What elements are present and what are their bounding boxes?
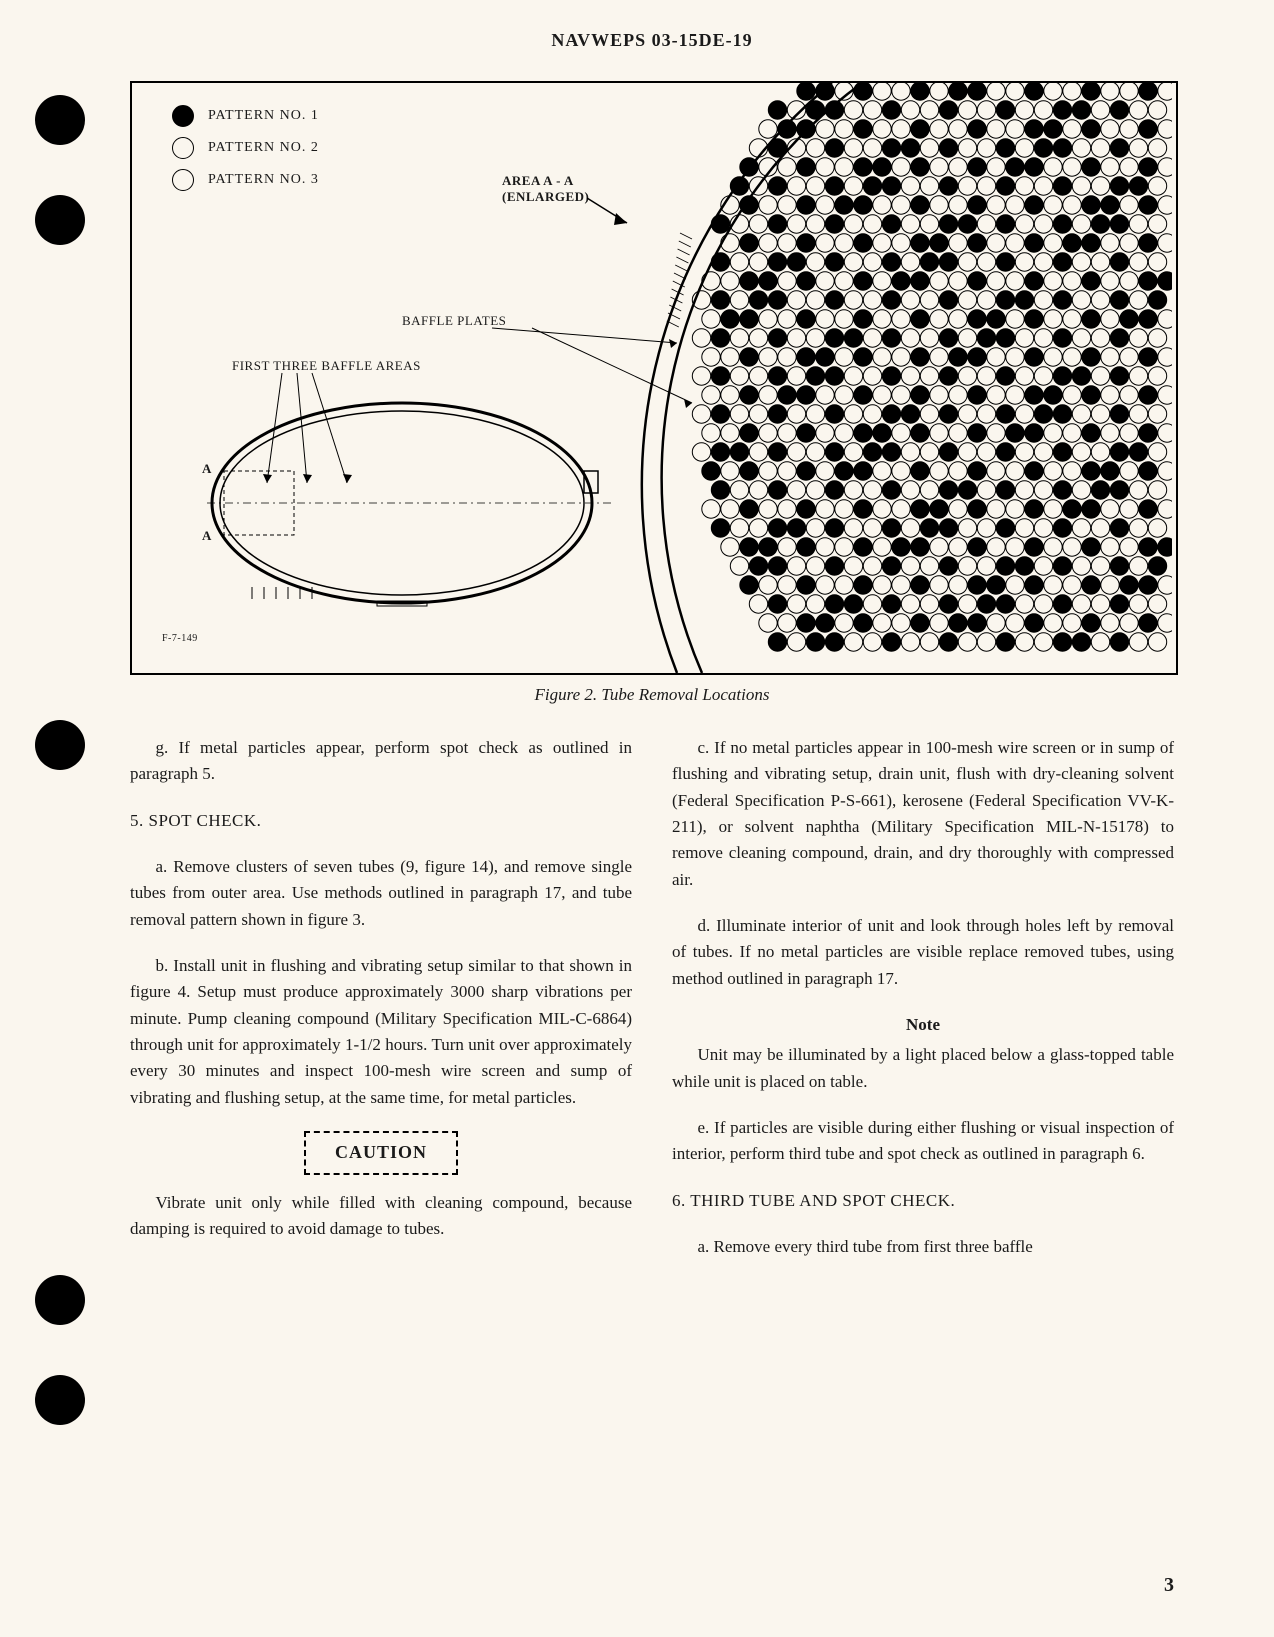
section-5-head: 5. SPOT CHECK. <box>130 808 632 834</box>
page: NAVWEPS 03-15DE-19 PATTERN NO. 1PATTERN … <box>0 0 1274 1637</box>
binder-hole <box>35 1275 85 1325</box>
binder-hole <box>35 1375 85 1425</box>
para-g: g. If metal particles appear, perform sp… <box>130 735 632 788</box>
para-5a: a. Remove clusters of seven tubes (9, fi… <box>130 854 632 933</box>
figure-caption: Figure 2. Tube Removal Locations <box>130 685 1174 705</box>
page-number: 3 <box>1164 1574 1174 1597</box>
caution-body: Vibrate unit only while filled with clea… <box>130 1190 632 1243</box>
para-6a: a. Remove every third tube from first th… <box>672 1234 1174 1260</box>
note-body: Unit may be illuminated by a light place… <box>672 1042 1174 1095</box>
binder-hole <box>35 720 85 770</box>
left-column: g. If metal particles appear, perform sp… <box>130 735 632 1281</box>
para-5b: b. Install unit in flushing and vibratin… <box>130 953 632 1111</box>
note-head: Note <box>672 1012 1174 1038</box>
binder-hole <box>35 95 85 145</box>
binder-hole <box>35 195 85 245</box>
para-5c: c. If no metal particles appear in 100-m… <box>672 735 1174 893</box>
text-columns: g. If metal particles appear, perform sp… <box>130 735 1174 1281</box>
section-6-head: 6. THIRD TUBE AND SPOT CHECK. <box>672 1188 1174 1214</box>
para-5d: d. Illuminate interior of unit and look … <box>672 913 1174 992</box>
doc-header: NAVWEPS 03-15DE-19 <box>130 30 1174 51</box>
right-column: c. If no metal particles appear in 100-m… <box>672 735 1174 1281</box>
figure-svg <box>132 83 1172 673</box>
figure-2-box: PATTERN NO. 1PATTERN NO. 2PATTERN NO. 3 … <box>130 81 1178 675</box>
caution-box: CAUTION <box>304 1131 458 1175</box>
para-5e: e. If particles are visible during eithe… <box>672 1115 1174 1168</box>
